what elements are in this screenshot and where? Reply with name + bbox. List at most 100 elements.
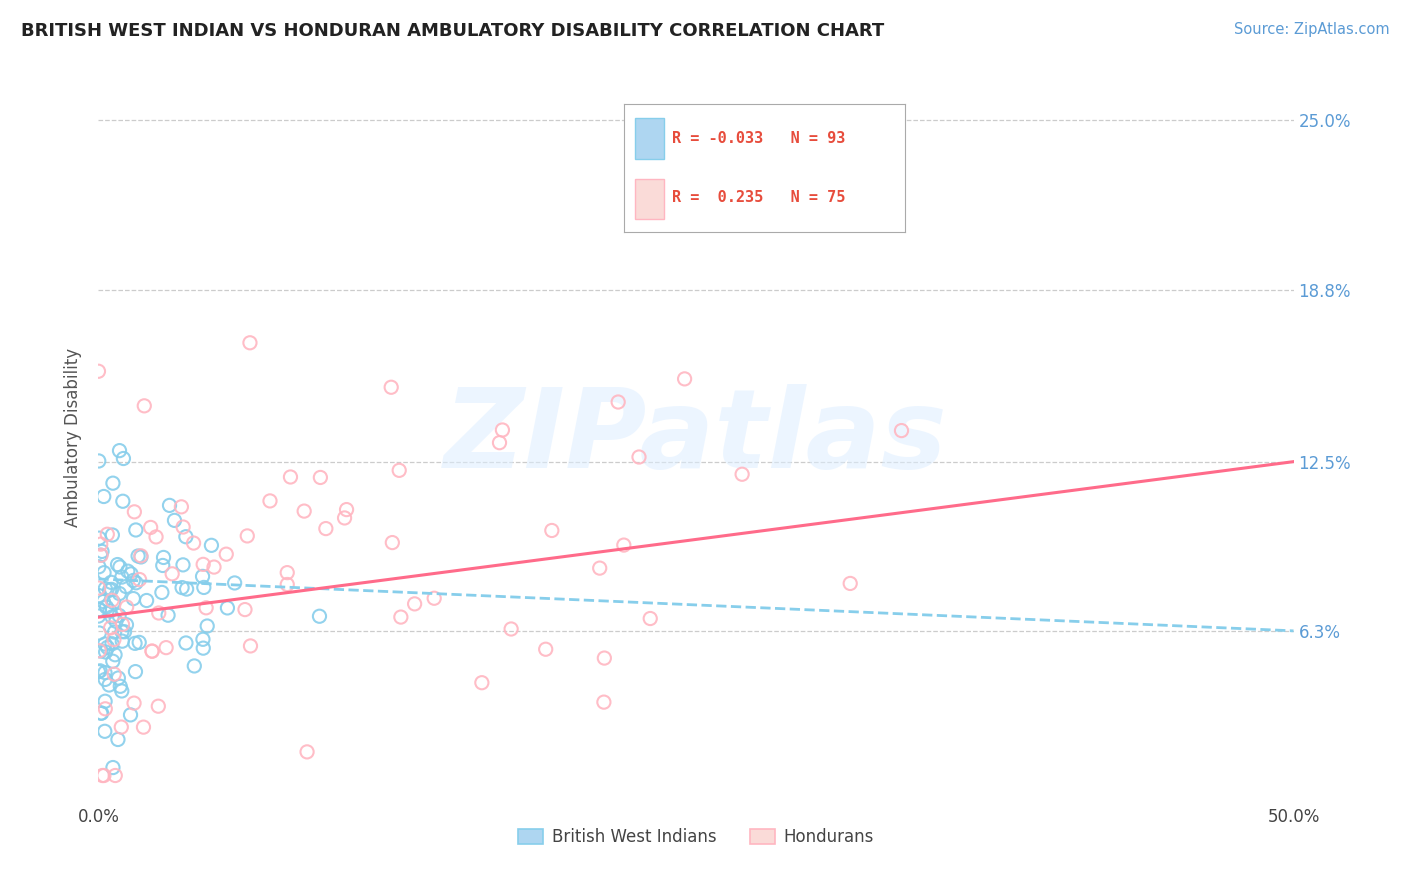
Point	[103, 667, 125, 681]
Point	[193, 558, 215, 572]
Point	[150, 585, 173, 599]
Point	[89, 664, 111, 678]
Point	[148, 699, 170, 714]
Point	[195, 619, 218, 633]
Point	[141, 644, 163, 658]
Y-axis label: Ambulatory Disability: Ambulatory Disability	[65, 348, 83, 526]
Point	[172, 581, 194, 595]
Point	[315, 522, 337, 536]
Point	[87, 559, 110, 574]
Point	[224, 576, 246, 591]
Point	[93, 566, 115, 580]
Point	[236, 529, 259, 543]
Point	[91, 768, 114, 782]
Text: BRITISH WEST INDIAN VS HONDURAN AMBULATORY DISABILITY CORRELATION CHART: BRITISH WEST INDIAN VS HONDURAN AMBULATO…	[21, 22, 884, 40]
Point	[104, 768, 127, 782]
Point	[89, 603, 111, 617]
Point	[129, 549, 152, 563]
Point	[148, 606, 170, 620]
Point	[145, 530, 167, 544]
Point	[107, 671, 129, 685]
Point	[191, 569, 214, 583]
Point	[96, 527, 118, 541]
Point	[100, 575, 122, 590]
Point	[90, 706, 112, 720]
Point	[501, 622, 523, 636]
Point	[280, 470, 302, 484]
Point	[292, 504, 315, 518]
Point	[172, 558, 194, 572]
Point	[89, 531, 111, 545]
Point	[93, 490, 115, 504]
Point	[94, 694, 117, 708]
Point	[135, 593, 157, 607]
Point	[381, 535, 404, 549]
Point	[115, 580, 138, 594]
Point	[589, 561, 612, 575]
Point	[731, 467, 754, 482]
Point	[101, 760, 124, 774]
Point	[163, 513, 186, 527]
Point	[139, 520, 162, 534]
Point	[627, 450, 650, 464]
Point	[96, 600, 118, 615]
Point	[89, 644, 111, 658]
Point	[540, 524, 562, 538]
Point	[93, 594, 115, 608]
Point	[108, 586, 131, 600]
Point	[488, 435, 510, 450]
Point	[125, 523, 148, 537]
Point	[111, 617, 134, 632]
Point	[638, 611, 661, 625]
Point	[87, 665, 110, 679]
Point	[152, 550, 174, 565]
Point	[98, 604, 121, 618]
Point	[90, 548, 112, 562]
Point	[176, 582, 198, 596]
Point	[108, 443, 131, 458]
Point	[613, 538, 636, 552]
Point	[160, 566, 183, 581]
Point	[93, 768, 115, 782]
Point	[87, 609, 110, 624]
Point	[117, 564, 139, 578]
Point	[100, 582, 122, 597]
Point	[141, 644, 163, 658]
Point	[96, 640, 118, 655]
Point	[101, 610, 124, 624]
Point	[404, 597, 426, 611]
Point	[111, 684, 134, 698]
Point	[170, 500, 193, 514]
Point	[104, 648, 127, 662]
Point	[111, 634, 134, 648]
Point	[87, 581, 110, 595]
Point	[276, 577, 298, 591]
Point	[101, 528, 124, 542]
Point	[593, 651, 616, 665]
Point	[534, 642, 557, 657]
Point	[89, 644, 111, 658]
Point	[108, 560, 131, 574]
Point	[309, 470, 332, 484]
Point	[380, 380, 402, 394]
Point	[423, 591, 446, 606]
Text: Source: ZipAtlas.com: Source: ZipAtlas.com	[1233, 22, 1389, 37]
Point	[239, 335, 262, 350]
Point	[128, 573, 150, 587]
Point	[90, 706, 112, 721]
Point	[195, 600, 218, 615]
Point	[101, 476, 124, 491]
Point	[112, 451, 135, 466]
Point	[471, 675, 494, 690]
Point	[127, 549, 149, 563]
Point	[125, 575, 148, 590]
Point	[335, 502, 357, 516]
Point	[491, 423, 513, 437]
Point	[101, 654, 124, 668]
Point	[98, 678, 121, 692]
Point	[103, 595, 125, 609]
Point	[122, 591, 145, 606]
Point	[120, 707, 142, 722]
Point	[276, 566, 298, 580]
Point	[124, 665, 146, 679]
